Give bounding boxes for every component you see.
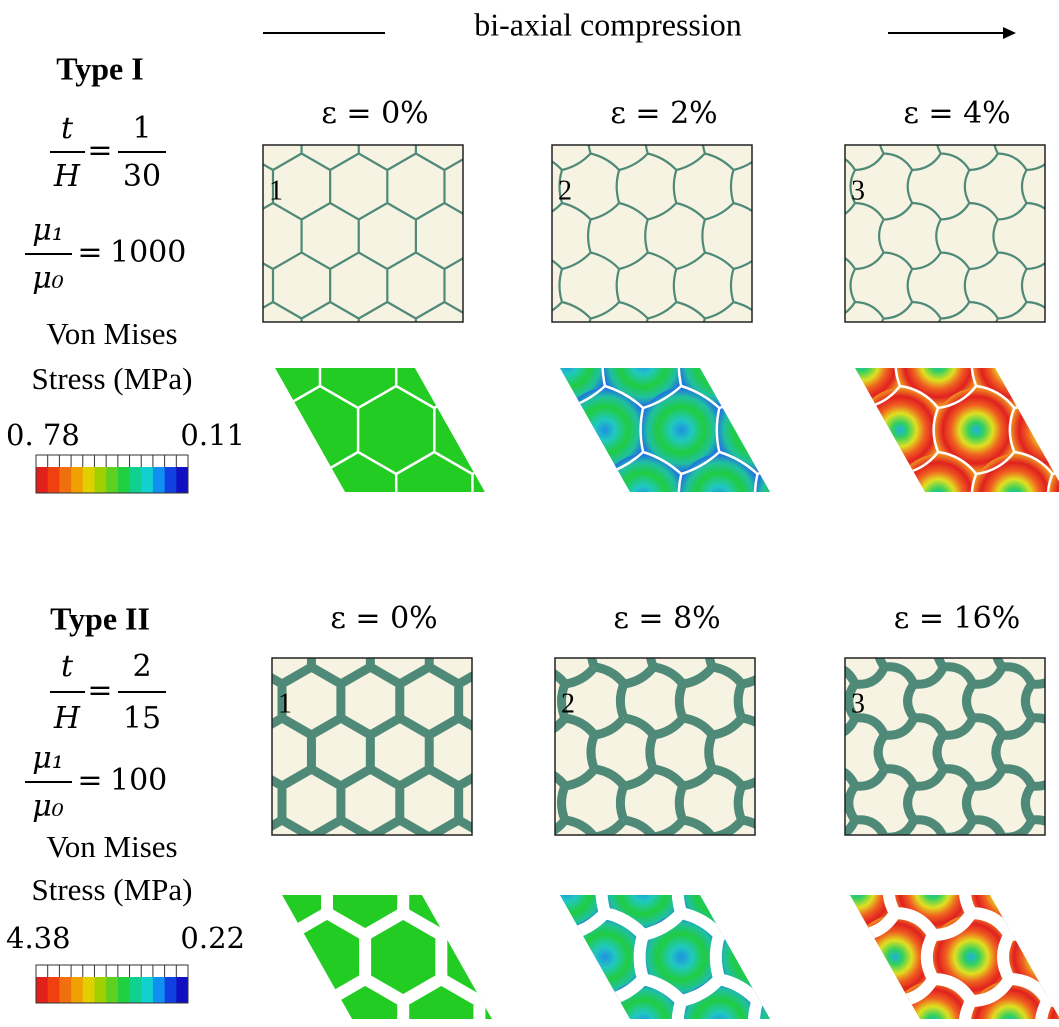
stress-cell <box>815 981 899 1027</box>
equals: = <box>87 673 112 708</box>
strain-label: ε = 4% <box>903 96 1010 131</box>
modulus-value: 1000 <box>110 235 186 270</box>
colorbar-segment <box>130 467 142 493</box>
colorbar-segment <box>83 467 95 493</box>
ratio-rhs-den: 15 <box>123 701 161 736</box>
stress-cell <box>754 322 838 406</box>
ratio-rhs-num: 2 <box>132 649 151 684</box>
colorbar-segment <box>59 977 71 1003</box>
colorbar-segment <box>141 467 153 493</box>
colorbar-segment <box>94 977 106 1003</box>
stress-label: Von Mises <box>46 829 177 864</box>
equals: = <box>87 133 112 168</box>
colorbar-segment <box>71 977 83 1003</box>
colorbar-segment <box>59 467 71 493</box>
colorbar-left: 4.38 <box>6 921 71 955</box>
stress-cell <box>792 388 876 472</box>
stress-cell <box>1044 717 1059 801</box>
colorbar-segment <box>36 977 48 1003</box>
panel-number: 1 <box>269 175 283 206</box>
colorbar-segment <box>106 977 118 1003</box>
equals: = <box>77 235 102 270</box>
colorbar-segment <box>36 467 48 493</box>
ratio-rhs-den: 30 <box>123 159 161 194</box>
panel-number: 1 <box>278 688 292 719</box>
equals: = <box>77 763 102 798</box>
section-title: Type I <box>56 50 143 86</box>
stress-cell <box>782 388 866 472</box>
panel <box>555 658 755 835</box>
stress-field <box>275 368 485 492</box>
colorbar-segment <box>165 977 177 1003</box>
stress-cell <box>1049 190 1059 274</box>
modulus-num: μ₁ <box>32 213 64 248</box>
panel-number: 3 <box>851 688 865 719</box>
colorbar-segment <box>48 467 60 493</box>
stress-cell <box>525 981 609 1027</box>
colorbar-segment <box>118 977 130 1003</box>
stress-cell <box>777 915 861 999</box>
stress-cell <box>525 454 609 538</box>
stress-field <box>282 895 492 1019</box>
colorbar-right: 0.22 <box>180 921 245 955</box>
colorbar-segment <box>130 977 142 1003</box>
header-label: bi-axial compression <box>474 6 741 42</box>
panel <box>552 145 752 322</box>
figure: bi-axial compression Type ItH=130μ₁μ₀=10… <box>0 0 1059 1027</box>
strain-label: ε = 16% <box>894 601 1020 636</box>
stress-cell <box>754 454 838 538</box>
modulus-den: μ₀ <box>32 789 64 824</box>
colorbar-segment <box>106 467 118 493</box>
stress-cell <box>792 915 876 999</box>
colorbar-segment <box>83 977 95 1003</box>
stress-cell <box>896 454 980 538</box>
panel <box>845 145 1045 322</box>
modulus-den: μ₀ <box>32 261 64 296</box>
colorbar-right: 0.11 <box>180 418 245 452</box>
colorbar-segment <box>71 467 83 493</box>
strain-label: ε = 0% <box>330 601 437 636</box>
ratio-lhs-den: H <box>53 701 81 736</box>
stress-cell <box>830 981 914 1027</box>
modulus-num: μ₁ <box>32 741 64 776</box>
stress-cell <box>754 190 838 274</box>
colorbar-segment <box>165 467 177 493</box>
panel-number: 2 <box>561 688 575 719</box>
colorbar-segment <box>176 467 188 493</box>
ratio-lhs-num: t <box>61 111 74 146</box>
stress-cell <box>1044 849 1059 933</box>
colorbar-segment <box>176 977 188 1003</box>
colorbar-left: 0. 78 <box>6 418 80 452</box>
strain-label: ε = 0% <box>321 96 428 131</box>
stress-cell <box>754 849 838 933</box>
colorbar-segment <box>48 977 60 1003</box>
arrow-head <box>1003 27 1016 39</box>
ratio-lhs-den: H <box>53 159 81 194</box>
section-title: Type II <box>50 600 150 636</box>
stress-label: Stress (MPa) <box>31 361 192 396</box>
modulus-value: 100 <box>110 763 167 798</box>
stress-cell <box>754 717 838 801</box>
ratio-rhs-num: 1 <box>132 111 151 146</box>
ratio-lhs-num: t <box>61 649 74 684</box>
stress-cell <box>1049 322 1059 406</box>
strain-label: ε = 2% <box>610 96 717 131</box>
stress-cell <box>830 454 914 538</box>
colorbar-segment <box>141 977 153 1003</box>
stress-label: Von Mises <box>46 316 177 351</box>
stress-cell <box>487 388 571 472</box>
stress-cell <box>973 454 1057 538</box>
strain-label: ε = 8% <box>613 601 720 636</box>
colorbar-segment <box>118 467 130 493</box>
stress-cell <box>754 981 838 1027</box>
panel <box>263 145 463 322</box>
panel-number: 2 <box>558 175 572 206</box>
panel-number: 3 <box>851 175 865 206</box>
stress-cell <box>487 915 571 999</box>
stress-cell <box>820 454 904 538</box>
colorbar-segment <box>94 467 106 493</box>
stress-label: Stress (MPa) <box>31 872 192 907</box>
colorbar-segment <box>153 467 165 493</box>
colorbar-segment <box>153 977 165 1003</box>
